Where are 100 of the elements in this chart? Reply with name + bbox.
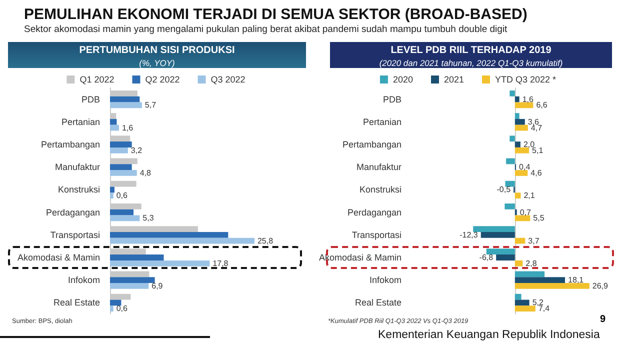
bar [110, 170, 137, 176]
bar [110, 142, 132, 148]
text: PEMULIHAN EKONOMI TERJADI DI SEMUA SEKTOR (BROAD-BASED) [24, 6, 528, 23]
y-tick-label: Infokom [370, 275, 402, 286]
data-label: 3,6 [528, 117, 540, 126]
data-label: 17,8 [212, 258, 229, 268]
bar [504, 203, 515, 210]
data-label: 3,2 [130, 146, 143, 155]
legend-label: 2021 [444, 74, 464, 84]
bar [505, 180, 515, 187]
y-tick-label: Pertambangan [40, 140, 100, 150]
y-tick-label: Perdagangan [347, 207, 402, 218]
data-label: 25,8 [257, 236, 274, 246]
y-tick-label: Manufaktur [54, 162, 100, 172]
y-tick-label: Infokom [68, 275, 100, 286]
y-tick-label: Transportasi [50, 230, 100, 240]
bar [110, 186, 114, 193]
y-tick-label: Konstruksi [58, 184, 100, 195]
bar [110, 209, 134, 216]
y-tick-label: Pertambangan [342, 140, 402, 150]
bar [110, 277, 155, 284]
bar [110, 232, 228, 238]
bar [510, 136, 515, 142]
bar [514, 271, 545, 278]
bar [110, 147, 128, 154]
legend-label: YTD Q3 2022 * [495, 74, 557, 84]
bar [110, 260, 210, 266]
legend-label: Q1 2022 [80, 74, 114, 84]
bar [514, 300, 530, 306]
y-tick-label: Transportasi [352, 230, 402, 240]
data-label: 2,8 [526, 258, 538, 268]
data-label: 1,6 [522, 94, 534, 104]
data-label: 0,4 [519, 162, 531, 172]
data-label: 0,6 [116, 304, 128, 314]
bar [514, 260, 523, 266]
y-tick-label: Perdagangan [46, 207, 100, 218]
bar [110, 306, 114, 312]
chart-title: LEVEL PDB RIIL TERHADAP 2019 [390, 44, 552, 57]
bar [514, 192, 521, 199]
bar [514, 124, 528, 131]
data-label: 4,6 [530, 168, 542, 178]
chart-subtitle: (%, YOY) [139, 58, 175, 68]
bar [110, 102, 142, 108]
y-tick-label: Pertanian [363, 116, 402, 127]
bar [480, 232, 515, 238]
data-label: -12,3 [460, 230, 478, 240]
y-tick-label: Manufaktur [356, 162, 402, 172]
y-tick-label: PDB [81, 94, 100, 104]
bar [514, 96, 520, 102]
bar [110, 254, 164, 260]
chart-title: PERTUMBUHAN SISI PRODUKSI [78, 44, 236, 57]
legend-label: 2020 [392, 74, 413, 84]
data-label: 26,9 [592, 281, 609, 290]
bar [514, 306, 536, 312]
bar [514, 283, 590, 289]
data-label: 5,5 [533, 214, 545, 223]
y-tick-label: Konstruksi [360, 184, 402, 195]
legend-label: Q2 2022 [145, 74, 180, 84]
data-label: 6,9 [152, 281, 164, 290]
bar [514, 147, 530, 154]
bar [110, 238, 254, 244]
legend-label: Q3 2022 [210, 74, 246, 84]
bar [110, 215, 140, 222]
chart-subtitle: (2020 dan 2021 tahunan, 2022 Q1-Q3 kumulatif) [379, 58, 563, 68]
data-label: 2,1 [524, 191, 536, 200]
data-label: 18,1 [568, 276, 584, 285]
y-tick-label: Real Estate [355, 298, 402, 308]
text: Kementerian Keuangan Republik Indonesia [378, 329, 600, 341]
bar [514, 215, 530, 222]
bar [514, 102, 534, 108]
data-label: -6,8 [479, 253, 494, 262]
bar [110, 283, 149, 289]
bar [510, 90, 515, 96]
y-tick-label: Pertanian [61, 116, 100, 127]
bar [514, 118, 525, 125]
bar [110, 96, 140, 102]
data-label: 3,7 [528, 236, 540, 246]
data-label: -0,5 [496, 185, 512, 194]
bar [514, 142, 520, 148]
data-label: 5,7 [144, 100, 157, 110]
bar [473, 226, 515, 232]
y-tick-label: Akomodasi & Mamin [319, 252, 402, 262]
bar [486, 248, 515, 255]
text: 9 [600, 314, 606, 325]
data-label: 0,7 [520, 208, 532, 217]
bar [110, 124, 119, 131]
data-label: 5,3 [142, 214, 154, 223]
bar [514, 277, 566, 284]
bar [110, 164, 132, 170]
y-tick-label: Real Estate [53, 298, 100, 308]
bar [110, 300, 122, 306]
data-label: 6,6 [536, 100, 548, 110]
y-tick-label: PDB [383, 94, 402, 104]
data-label: 4,8 [140, 168, 152, 178]
bar [514, 294, 522, 300]
data-label: 1,6 [122, 123, 134, 132]
bar [496, 254, 515, 260]
y-tick-label: Akomodasi & Mamin [17, 252, 100, 262]
data-label: 0,6 [116, 191, 128, 200]
bar [514, 238, 526, 244]
